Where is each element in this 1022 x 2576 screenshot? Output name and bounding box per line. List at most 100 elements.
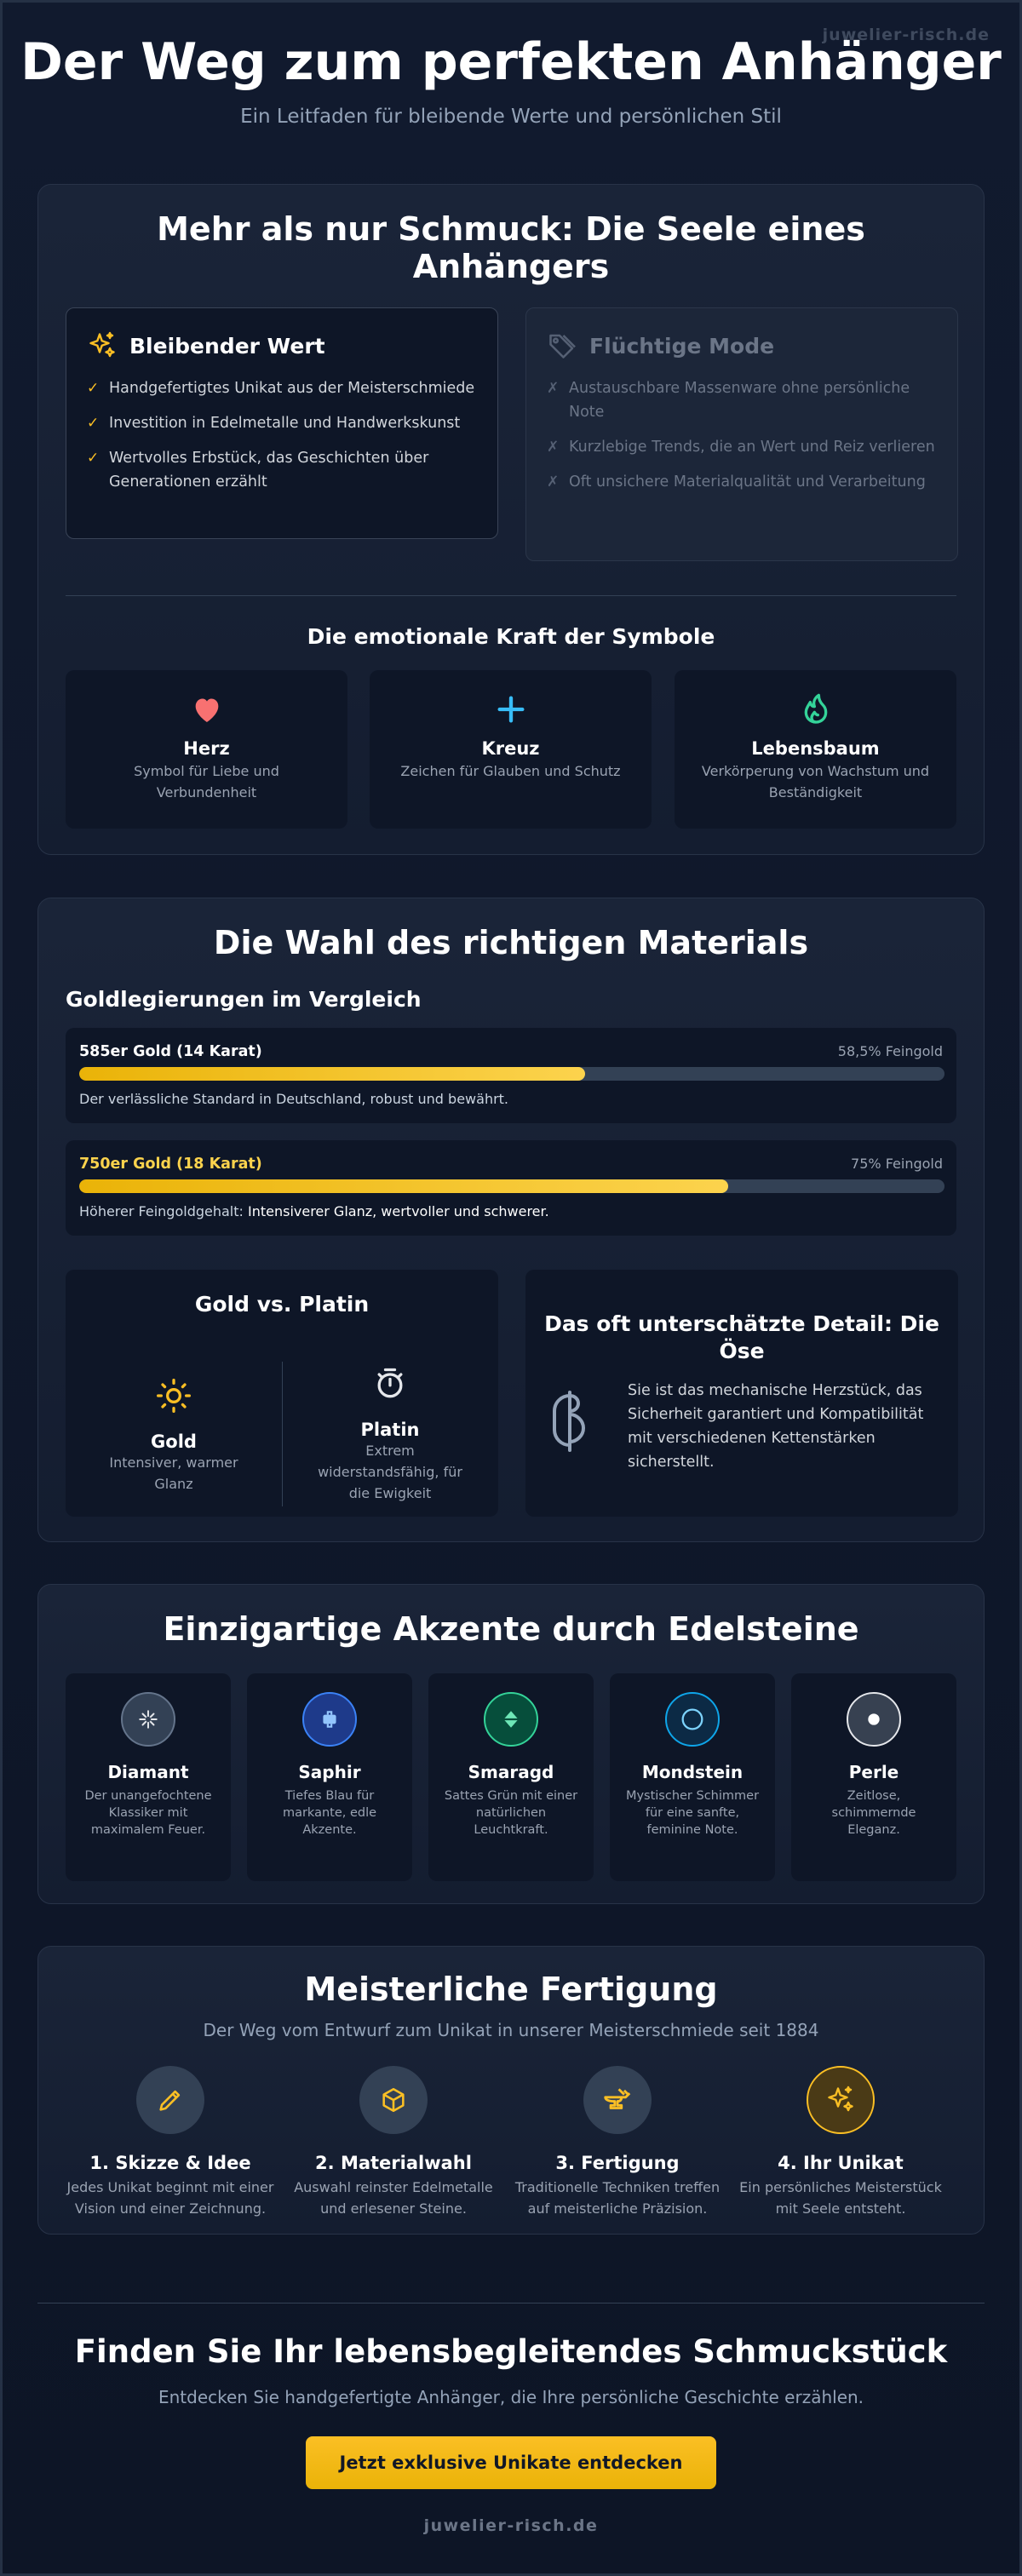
- alloys-title: Goldlegierungen im Vergleich: [66, 987, 422, 1012]
- alloy-585: 585er Gold (14 Karat) 58,5% Feingold Der…: [66, 1028, 956, 1123]
- moonstone-icon: [665, 1692, 720, 1747]
- lasting-item-text: Handgefertigtes Unikat aus der Meistersc…: [109, 380, 475, 397]
- footer-subtitle: Entdecken Sie handgefertigte Anhänger, d…: [158, 2387, 864, 2407]
- soul-title: Mehr als nur Schmuck: Die Seele eines An…: [157, 210, 865, 285]
- detail-title: Das oft unterschätzte Detail: Die Öse: [544, 1311, 939, 1363]
- page-subtitle: Ein Leitfaden für bleibende Werte und pe…: [240, 106, 782, 128]
- fleeting-item: ✗ Kurzlebige Trends, die an Wert und Reiz…: [547, 435, 937, 459]
- step-unique: 4. Ihr Unikat Ein persönliches Meisterst…: [729, 2066, 952, 2219]
- symbols-row: Herz Symbol für Liebe und Verbundenheit …: [66, 670, 956, 829]
- watermark: juwelier-risch.de: [822, 26, 990, 44]
- fleeting-fashion-box: Flüchtige Mode ✗ Austauschbare Massenware…: [525, 307, 958, 561]
- gem-desc: Der unangefochtene Klassiker mit maximal…: [84, 1789, 212, 1837]
- gem-card-perle: Perle Zeitlose, schimmernde Eleganz.: [791, 1673, 956, 1881]
- sparkles-icon: [807, 2066, 875, 2134]
- craft-title: Meisterliche Fertigung: [304, 1971, 718, 2008]
- symbols-title: Die emotionale Kraft der Symbole: [307, 624, 715, 649]
- gold-desc: Intensiver, warmer Glanz: [109, 1454, 238, 1492]
- check-icon: ✓: [87, 380, 100, 397]
- lasting-item: ✓ Handgefertigtes Unikat aus der Meisters…: [87, 376, 477, 400]
- purity-bar: [79, 1067, 944, 1081]
- craft-steps: 1. Skizze & Idee Jedes Unikat beginnt mi…: [59, 2066, 963, 2219]
- sparkles-icon: [87, 330, 118, 361]
- cube-icon: [359, 2066, 428, 2134]
- symbol-desc: Zeichen für Glauben und Schutz: [400, 763, 621, 779]
- step-desc: Ein persönliches Meisterstück mit Seele …: [739, 2179, 942, 2217]
- symbol-desc: Symbol für Liebe und Verbundenheit: [134, 763, 279, 800]
- lasting-item-text: Wertvolles Erbstück, das Geschichten übe…: [109, 450, 429, 491]
- gem-desc: Mystischer Schimmer für eine sanfte, fem…: [625, 1789, 760, 1837]
- anvil-icon: [583, 2066, 652, 2134]
- soul-section: Mehr als nur Schmuck: Die Seele eines An…: [37, 184, 985, 855]
- gem-desc: Sattes Grün mit einer natürlichen Leucht…: [444, 1789, 578, 1837]
- shield-icon: [282, 1365, 498, 1403]
- gem-name: Mondstein: [641, 1762, 744, 1782]
- gem-card-smaragd: Smaragd Sattes Grün mit einer natürliche…: [428, 1673, 594, 1881]
- step-material: 2. Materialwahl Auswahl reinster Edelmet…: [282, 2066, 505, 2219]
- compare-gold: Gold Intensiver, warmer Glanz: [66, 1377, 282, 1495]
- symbol-card-kreuz: Kreuz Zeichen für Glauben und Schutz: [370, 670, 652, 829]
- step-title: 4. Ihr Unikat: [778, 2153, 904, 2173]
- cross-mark-icon: ✗: [547, 473, 560, 491]
- platinum-desc: Extrem widerstandsfähig, für die Ewigkei…: [318, 1443, 462, 1501]
- lasting-title: Bleibender Wert: [129, 333, 325, 359]
- tree-of-life-icon: [675, 692, 956, 726]
- sun-icon: [66, 1377, 282, 1414]
- gold-title: Gold: [151, 1431, 197, 1452]
- lasting-item: ✓ Wertvolles Erbstück, das Geschichten üb…: [87, 446, 477, 494]
- gems-row: Diamant Der unangefochtene Klassiker mit…: [66, 1673, 956, 1881]
- alloy-purity: 75% Feingold: [851, 1156, 943, 1172]
- step-title: 2. Materialwahl: [315, 2153, 472, 2173]
- lasting-list: ✓ Handgefertigtes Unikat aus der Meisters…: [87, 376, 477, 494]
- symbol-card-herz: Herz Symbol für Liebe und Verbundenheit: [66, 670, 347, 829]
- alloy-purity: 58,5% Feingold: [837, 1043, 943, 1059]
- craft-section: Meisterliche Fertigung Der Weg vom Entwu…: [37, 1946, 985, 2235]
- gem-card-diamant: Diamant Der unangefochtene Klassiker mit…: [66, 1673, 231, 1881]
- detail-text: Sie ist das mechanische Herzstück, das S…: [628, 1382, 924, 1471]
- step-desc: Jedes Unikat beginnt mit einer Vision un…: [66, 2179, 274, 2217]
- lasting-item-text: Investition in Edelmetalle und Handwerks…: [109, 415, 461, 432]
- materials-title: Die Wahl des richtigen Materials: [213, 924, 809, 961]
- step-title: 3. Fertigung: [555, 2153, 680, 2173]
- gem-name: Saphir: [298, 1762, 361, 1782]
- purity-bar-fill: [79, 1067, 586, 1081]
- pencil-icon: [136, 2066, 204, 2134]
- symbol-title: Lebensbaum: [751, 738, 880, 759]
- step-desc: Traditionelle Techniken treffen auf meis…: [514, 2179, 721, 2217]
- cta-button[interactable]: Jetzt exklusive Unikate entdecken: [306, 2436, 716, 2489]
- symbol-card-lebensbaum: Lebensbaum Verkörperung von Wachstum und…: [675, 670, 956, 829]
- gem-desc: Tiefes Blau für markante, edle Akzente.: [282, 1789, 377, 1837]
- diamond-icon: [121, 1692, 175, 1747]
- step-production: 3. Fertigung Traditionelle Techniken tre…: [506, 2066, 729, 2219]
- lasting-value-box: Bleibender Wert ✓ Handgefertigtes Unikat …: [66, 307, 498, 539]
- lasting-item: ✓ Investition in Edelmetalle und Handwerk…: [87, 411, 477, 435]
- cross-icon: [370, 692, 652, 726]
- gem-card-mondstein: Mondstein Mystischer Schimmer für eine s…: [610, 1673, 775, 1881]
- emerald-icon: [484, 1692, 538, 1747]
- gem-card-saphir: Saphir Tiefes Blau für markante, edle Ak…: [247, 1673, 412, 1881]
- compare-divider: [282, 1362, 283, 1506]
- gems-title: Einzigartige Akzente durch Edelsteine: [163, 1610, 859, 1648]
- gem-name: Smaragd: [468, 1762, 554, 1782]
- sapphire-icon: [302, 1692, 357, 1747]
- bail-detail: Das oft unterschätzte Detail: Die Öse Si…: [525, 1270, 958, 1517]
- purity-bar-fill: [79, 1179, 728, 1193]
- fleeting-item-text: Kurzlebige Trends, die an Wert und Reiz …: [569, 439, 935, 456]
- fleeting-item-text: Oft unsichere Materialqualität und Verar…: [569, 473, 926, 491]
- compare-title: Gold vs. Platin: [194, 1292, 370, 1317]
- alloy-name: 585er Gold (14 Karat): [79, 1043, 262, 1060]
- gem-name: Perle: [848, 1762, 899, 1782]
- tag-icon: [547, 330, 577, 361]
- pearl-icon: [847, 1692, 901, 1747]
- bail-icon: [546, 1389, 594, 1454]
- fleeting-item-text: Austauschbare Massenware ohne persönlich…: [569, 380, 910, 421]
- purity-bar: [79, 1179, 944, 1193]
- divider: [66, 595, 956, 596]
- gem-name: Diamant: [107, 1762, 189, 1782]
- fleeting-item: ✗ Austauschbare Massenware ohne persönlic…: [547, 376, 937, 424]
- alloy-desc-prefix: Höherer Feingoldgehalt:: [79, 1203, 248, 1219]
- heart-icon: [66, 692, 347, 726]
- check-icon: ✓: [87, 450, 100, 467]
- compare-platinum: Platin Extrem widerstandsfähig, für die …: [282, 1365, 498, 1504]
- footer-domain: juwelier-risch.de: [423, 2516, 599, 2535]
